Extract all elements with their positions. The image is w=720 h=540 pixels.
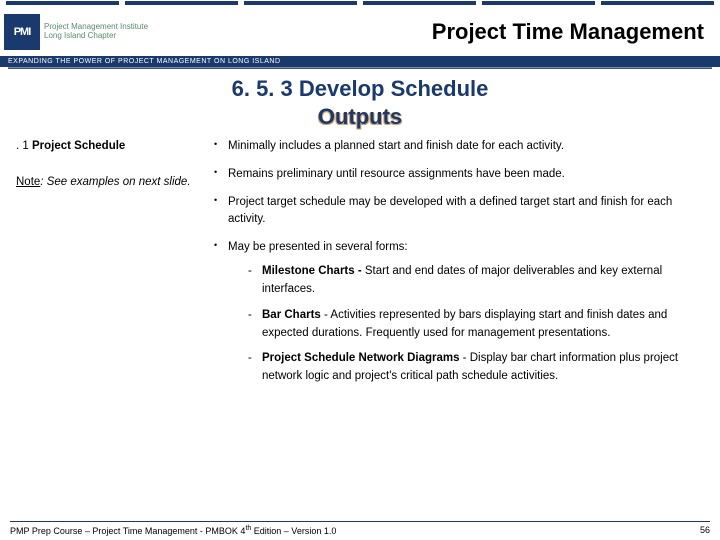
- section-title: 6. 5. 3 Develop Schedule Outputs: [0, 75, 720, 130]
- right-column: Minimally includes a planned start and f…: [214, 138, 704, 396]
- item-heading: . 1 Project Schedule: [16, 138, 206, 156]
- sub-item-bold: Bar Charts: [262, 309, 321, 321]
- item-title: Project Schedule: [32, 140, 125, 152]
- bullet-list: Minimally includes a planned start and f…: [214, 138, 704, 386]
- bullet-text: Remains preliminary until resource assig…: [228, 168, 565, 180]
- sub-item: Project Schedule Network Diagrams - Disp…: [248, 350, 704, 386]
- footer-text-pre: PMP Prep Course – Project Time Managemen…: [10, 526, 245, 536]
- footer-left: PMP Prep Course – Project Time Managemen…: [10, 525, 336, 536]
- bullet-text: Project target schedule may be developed…: [228, 196, 672, 226]
- list-item: Remains preliminary until resource assig…: [214, 166, 704, 184]
- section-number-line: 6. 5. 3 Develop Schedule: [0, 75, 720, 103]
- pmi-logo-icon: PMI: [4, 14, 40, 50]
- sub-item-bold: Project Schedule Network Diagrams: [262, 352, 459, 364]
- bullet-text: May be presented in several forms:: [228, 241, 408, 253]
- list-item: May be presented in several forms: Miles…: [214, 239, 704, 386]
- footer-page-number: 56: [700, 525, 710, 536]
- section-subtitle: Outputs: [0, 103, 720, 131]
- sub-item-bold: Milestone Charts -: [262, 265, 362, 277]
- sub-list: Milestone Charts - Start and end dates o…: [228, 263, 704, 386]
- tagline-bar: EXPANDING THE POWER OF PROJECT MANAGEMEN…: [0, 56, 720, 67]
- logo-org-line2: Long Island Chapter: [44, 32, 148, 41]
- footer-text-post: Edition – Version 1.0: [251, 526, 336, 536]
- item-number: . 1: [16, 140, 29, 152]
- sub-item: Milestone Charts - Start and end dates o…: [248, 263, 704, 299]
- logo-block: PMI Project Management Institute Long Is…: [4, 10, 234, 54]
- header-divider: [8, 67, 712, 69]
- footer-divider: [10, 521, 710, 523]
- content-area: . 1 Project Schedule Note: See examples …: [0, 130, 720, 396]
- logo-text: Project Management Institute Long Island…: [44, 23, 148, 41]
- left-column: . 1 Project Schedule Note: See examples …: [16, 138, 214, 396]
- page-title: Project Time Management: [242, 19, 712, 45]
- sub-item: Bar Charts - Activities represented by b…: [248, 307, 704, 343]
- footer: PMP Prep Course – Project Time Managemen…: [0, 521, 720, 537]
- note-label: Note: [16, 176, 40, 188]
- sub-item-rest: - Activities represented by bars display…: [262, 309, 667, 339]
- bullet-text: Minimally includes a planned start and f…: [228, 140, 564, 152]
- list-item: Project target schedule may be developed…: [214, 194, 704, 230]
- list-item: Minimally includes a planned start and f…: [214, 138, 704, 156]
- note: Note: See examples on next slide.: [16, 174, 206, 192]
- note-text: See examples on next slide.: [47, 176, 191, 188]
- header: PMI Project Management Institute Long Is…: [0, 6, 720, 54]
